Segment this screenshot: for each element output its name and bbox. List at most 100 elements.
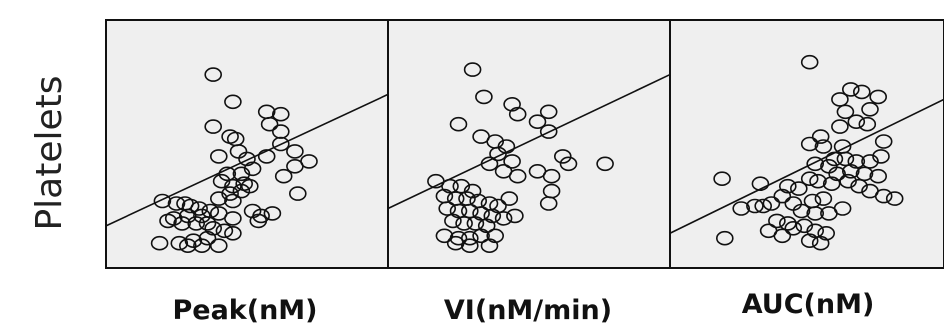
data-point <box>446 235 465 251</box>
data-point <box>274 168 293 184</box>
data-point <box>800 171 819 186</box>
data-point <box>460 238 479 253</box>
data-point <box>500 191 519 206</box>
data-point <box>260 116 279 132</box>
data-point <box>806 206 825 221</box>
data-point <box>861 154 879 169</box>
data-point <box>452 178 471 194</box>
data-point <box>778 216 797 231</box>
data-point <box>559 156 578 172</box>
data-point <box>489 198 507 214</box>
data-point <box>839 173 857 189</box>
data-point <box>800 233 819 248</box>
data-point <box>885 191 904 206</box>
data-point <box>238 151 256 167</box>
data-point <box>271 136 290 152</box>
data-point <box>198 216 217 231</box>
data-point <box>463 62 482 77</box>
data-point <box>483 208 502 224</box>
data-point <box>503 154 521 169</box>
x-axis-label-auc: AUC(nM) <box>742 289 875 320</box>
data-point <box>800 136 819 152</box>
data-point <box>874 134 893 149</box>
data-point <box>204 67 222 82</box>
data-point <box>167 196 186 211</box>
data-point <box>806 223 825 239</box>
panel-auc <box>669 19 944 269</box>
data-point <box>170 235 189 251</box>
data-point <box>872 149 890 164</box>
data-point <box>210 191 228 206</box>
data-point <box>153 193 172 209</box>
data-point <box>463 183 482 199</box>
data-point <box>503 97 521 112</box>
plot-area-peak <box>105 19 389 269</box>
data-point <box>784 221 803 236</box>
data-point <box>732 201 751 216</box>
trend-line <box>669 98 944 234</box>
panel-peak <box>105 19 389 269</box>
data-point <box>713 171 731 186</box>
data-point <box>215 223 234 239</box>
data-point <box>596 156 614 172</box>
data-point <box>472 228 490 244</box>
data-point <box>212 173 231 189</box>
data-point <box>508 168 527 184</box>
data-point <box>800 54 819 70</box>
x-axis-label-peak: Peak(nM) <box>172 295 317 326</box>
data-point <box>773 228 792 244</box>
data-point <box>263 206 282 221</box>
data-point <box>751 176 770 191</box>
data-point <box>855 166 874 182</box>
trend-line <box>105 93 389 227</box>
x-axis-label-vi: VI(nM/min) <box>444 295 612 326</box>
data-point <box>542 168 561 184</box>
data-point <box>286 159 304 174</box>
data-point <box>438 201 457 216</box>
data-point <box>850 178 868 194</box>
data-point <box>768 213 786 229</box>
data-point <box>187 216 205 231</box>
data-point <box>795 218 814 234</box>
y-axis-label: Platelets <box>29 75 70 230</box>
data-point <box>814 191 833 206</box>
data-point <box>181 198 200 214</box>
data-point <box>841 164 860 179</box>
data-point <box>224 211 242 226</box>
data-point <box>232 166 251 182</box>
data-point <box>243 161 262 177</box>
data-point <box>814 139 833 154</box>
data-point <box>831 92 849 107</box>
plot-area-vi <box>387 19 671 269</box>
data-point <box>506 208 524 224</box>
data-point <box>836 104 855 120</box>
data-point <box>831 119 849 134</box>
data-point <box>553 149 572 164</box>
data-point <box>224 226 242 241</box>
data-point <box>466 216 485 231</box>
data-point <box>210 149 228 164</box>
data-point <box>173 216 191 231</box>
data-point <box>475 89 493 105</box>
data-point <box>762 196 781 211</box>
data-point <box>455 216 473 231</box>
panel-vi <box>387 19 671 269</box>
data-point <box>232 183 251 199</box>
data-point <box>271 106 290 122</box>
data-point <box>193 208 211 224</box>
data-point <box>847 114 866 129</box>
data-point <box>836 151 855 167</box>
data-point <box>224 94 242 110</box>
data-point <box>715 230 734 246</box>
data-point <box>508 106 527 122</box>
data-point <box>822 176 841 191</box>
plot-area-auc <box>669 19 944 269</box>
data-point <box>257 149 276 164</box>
data-point <box>817 226 836 241</box>
data-point <box>224 193 242 209</box>
data-point <box>221 186 239 201</box>
data-point <box>869 89 888 105</box>
data-point <box>204 221 222 236</box>
data-point <box>828 166 846 182</box>
data-point <box>858 116 877 132</box>
